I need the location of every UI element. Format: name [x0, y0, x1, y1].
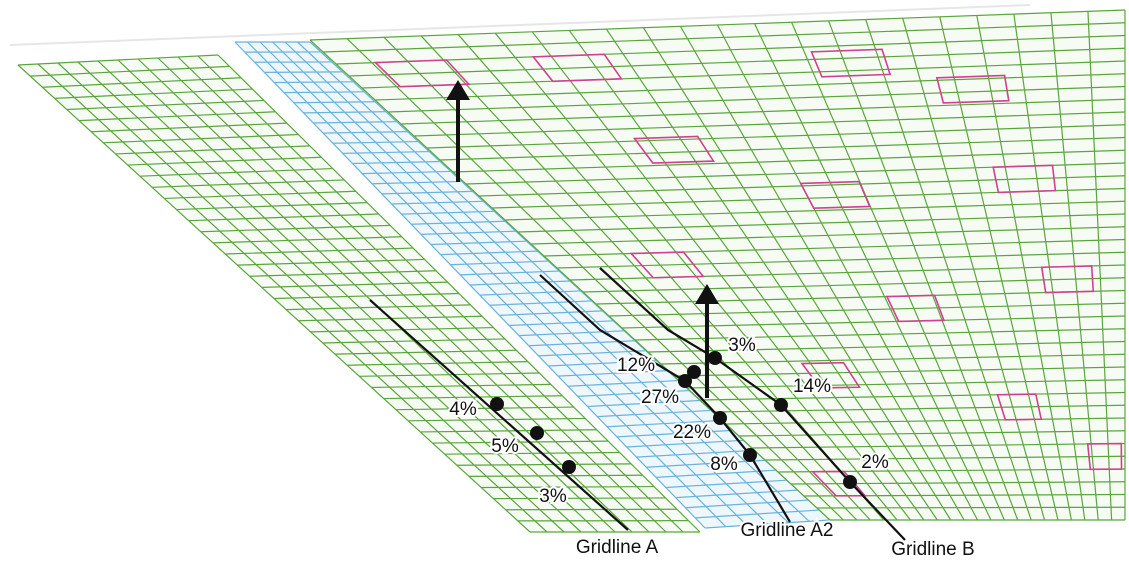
percent-label: 5% [491, 436, 519, 457]
measure-point [713, 411, 727, 425]
measure-point [774, 398, 788, 412]
gridline-label: Gridline A [576, 537, 659, 558]
measure-point [843, 475, 857, 489]
measure-point [678, 374, 692, 388]
measure-point [743, 448, 757, 462]
measure-point [530, 426, 544, 440]
percent-label: 12% [617, 355, 655, 376]
gridline-label: Gridline A2 [741, 520, 834, 541]
diagram: Gridline A 4% 5% 3% Gridline A2 12% 27% 22% 8% Gr… [0, 0, 1129, 561]
percent-label: 2% [861, 452, 889, 473]
mesh-line [817, 507, 1125, 508]
percent-label: 27% [641, 387, 679, 408]
mesh-line [284, 92, 364, 93]
mesh-line [264, 72, 342, 73]
percent-label: 14% [793, 376, 831, 397]
percent-label: 22% [673, 422, 711, 443]
percent-label: 4% [449, 399, 477, 420]
mesh-line [493, 498, 665, 499]
percent-label: 8% [710, 454, 738, 475]
mesh [18, 10, 1125, 532]
mesh-line [274, 82, 353, 83]
percent-label: 3% [539, 486, 567, 507]
measure-point [562, 460, 576, 474]
percent-label: 3% [728, 335, 756, 356]
gridline-label: Gridline B [891, 539, 974, 560]
measure-point [708, 351, 722, 365]
measure-point [490, 397, 504, 411]
